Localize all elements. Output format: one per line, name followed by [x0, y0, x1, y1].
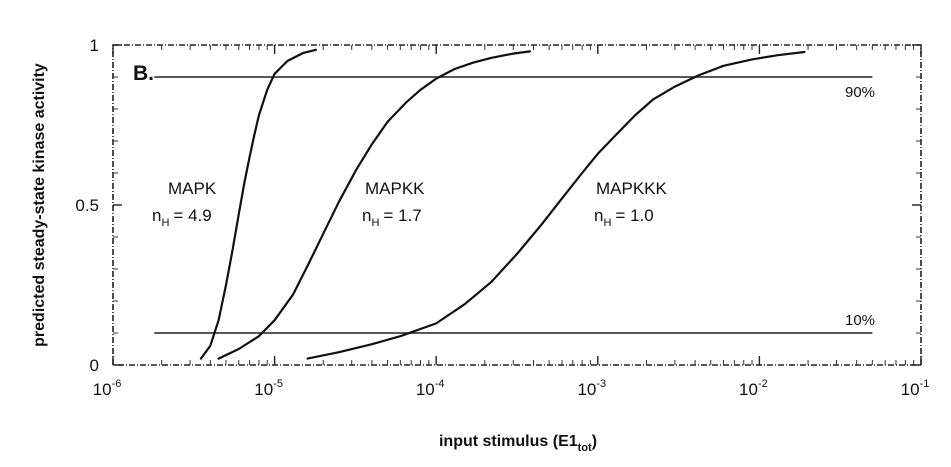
x-tick-label: 10-5 — [254, 378, 283, 399]
x-axis-label: input stimulus (E1tot) — [439, 433, 597, 454]
x-axis-label-subscript: tot — [578, 442, 592, 454]
panel-label: B. — [133, 62, 154, 85]
reference-lines: 90% 10% — [154, 76, 875, 334]
hill-n-mapk: n — [152, 206, 161, 225]
reference-label-10pct: 10% — [845, 312, 875, 329]
x-tick-label: 10-2 — [739, 378, 768, 399]
hill-value-mapkkk: = 1.0 — [615, 206, 653, 225]
hill-n-mapkkk: n — [594, 206, 603, 225]
series-label-mapk: MAPK — [168, 179, 217, 198]
hill-n-mapkk: n — [362, 206, 371, 225]
hill-label-mapk: nH = 4.9 — [152, 206, 212, 229]
reference-label-90pct: 90% — [845, 84, 875, 101]
hill-label-mapkk: nH = 1.7 — [362, 206, 422, 229]
hill-sub-mapkkk: H — [603, 217, 611, 229]
series-curves — [199, 48, 806, 360]
x-tick-label: 10-4 — [416, 378, 445, 399]
series-line-mapkkk — [306, 50, 806, 360]
series-label-mapkkk: MAPKKK — [596, 179, 668, 198]
axis-ticks: 10-6 10-5 10-4 10-3 10-2 10-1 0 0.5 1 — [75, 36, 929, 399]
y-tick-label: 0.5 — [75, 196, 99, 215]
series-label-mapkk: MAPKK — [365, 179, 425, 198]
hill-value-mapkk: = 1.7 — [383, 206, 421, 225]
hill-sub-mapk: H — [161, 217, 169, 229]
x-axis-label-close: ) — [592, 433, 597, 450]
y-tick-label: 0 — [90, 356, 99, 375]
hill-value-mapk: = 4.9 — [173, 206, 211, 225]
x-tick-label: 10-3 — [577, 378, 606, 399]
y-tick-label: 1 — [90, 36, 99, 55]
x-tick-label: 10-6 — [93, 378, 122, 399]
series-line-mapkk — [217, 50, 532, 360]
x-tick-label: 10-1 — [901, 378, 930, 399]
hill-label-mapkkk: nH = 1.0 — [594, 206, 654, 229]
y-axis-label: predicted steady-state kinase activity — [31, 63, 48, 347]
hill-sub-mapkk: H — [371, 217, 379, 229]
plot-frame — [112, 44, 922, 366]
series-line-mapk — [199, 48, 317, 360]
x-axis-label-main: input stimulus (E1 — [439, 433, 578, 450]
